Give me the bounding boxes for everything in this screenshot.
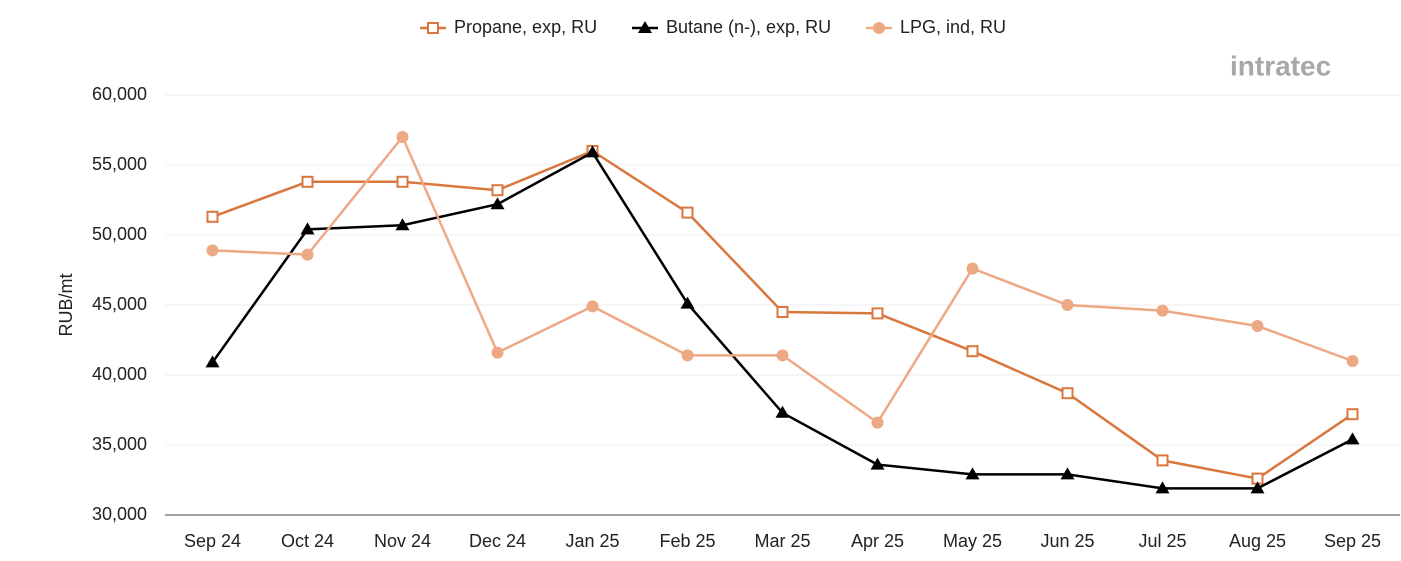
x-tick-label: Jan 25 [565, 531, 619, 551]
x-tick-label: Dec 24 [469, 531, 526, 551]
y-tick-label: 55,000 [92, 154, 147, 174]
point [1251, 320, 1264, 332]
point [1346, 355, 1359, 367]
legend-marker [638, 21, 652, 33]
y-tick-label: 30,000 [92, 504, 147, 524]
point [1061, 387, 1074, 400]
legend-label: Butane (n-), exp, RU [666, 17, 831, 37]
point [776, 306, 789, 318]
point [1156, 454, 1169, 467]
point [396, 131, 409, 143]
point [1345, 432, 1360, 445]
point [775, 405, 790, 418]
point [680, 296, 695, 309]
x-tick-label: Jul 25 [1138, 531, 1186, 551]
y-tick-label: 40,000 [92, 364, 147, 384]
point [1156, 304, 1169, 317]
point [586, 300, 599, 313]
point [585, 145, 600, 158]
point [1155, 481, 1170, 494]
x-tick-label: Nov 24 [374, 531, 431, 551]
point [206, 244, 219, 257]
point [1250, 481, 1265, 494]
point [490, 197, 505, 210]
point [871, 307, 884, 320]
point [205, 355, 220, 368]
point [395, 218, 410, 231]
x-tick-label: Sep 24 [184, 531, 241, 551]
point [1060, 467, 1075, 480]
x-tick-label: May 25 [943, 531, 1002, 551]
x-tick-label: Sep 25 [1324, 531, 1381, 551]
legend-label: LPG, ind, RU [900, 17, 1006, 37]
point [966, 262, 979, 275]
point [776, 349, 789, 362]
series-line [211, 150, 1354, 490]
point [491, 346, 504, 359]
y-tick-label: 60,000 [92, 84, 147, 104]
point [491, 184, 504, 197]
legend-label: Propane, exp, RU [454, 17, 597, 37]
legend-marker [873, 22, 885, 34]
y-tick-label: 35,000 [92, 434, 147, 454]
logo: intratec [1230, 50, 1331, 81]
y-tick-label: 50,000 [92, 224, 147, 244]
point [871, 416, 884, 429]
x-tick-label: Oct 24 [281, 531, 334, 551]
x-tick-label: Mar 25 [754, 531, 810, 551]
point [965, 467, 980, 480]
y-axis-label: RUB/mt [56, 274, 76, 337]
point [1061, 299, 1074, 311]
x-tick-label: Jun 25 [1040, 531, 1094, 551]
point [301, 248, 314, 261]
point [966, 345, 979, 358]
point [870, 457, 885, 470]
series-line [212, 134, 1353, 425]
point [681, 206, 694, 219]
point [206, 210, 219, 223]
x-tick-label: Apr 25 [851, 531, 904, 551]
y-tick-label: 45,000 [92, 294, 147, 314]
x-tick-label: Feb 25 [659, 531, 715, 551]
x-tick-label: Aug 25 [1229, 531, 1286, 551]
point [681, 349, 694, 362]
point [396, 175, 409, 188]
point [1346, 408, 1359, 421]
legend-marker [427, 22, 439, 34]
point [301, 175, 314, 188]
point [300, 222, 315, 235]
